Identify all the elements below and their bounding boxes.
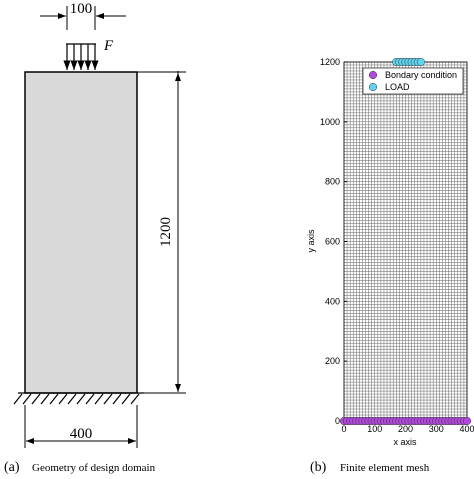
hatch-line: [76, 393, 86, 405]
y-tick-label: 400: [325, 296, 340, 306]
node-marker: [416, 57, 425, 67]
dimension-label: 100: [70, 1, 93, 17]
y-tick-label: 200: [325, 356, 340, 366]
y-tick-label: 800: [325, 177, 340, 187]
legend-label: LOAD: [385, 82, 410, 92]
legend-label: Bondary condition: [385, 70, 457, 80]
top-dimension: [40, 6, 126, 30]
mesh-chart: x axis y axis (b) Finite element mesh 0 1…: [306, 57, 474, 475]
legend-marker: [368, 70, 378, 80]
y-tick-label: 1200: [320, 57, 340, 67]
node-marker: [462, 416, 472, 426]
panel-label: (b): [310, 460, 327, 475]
x-tick-label: 0: [341, 424, 346, 434]
geometry-panel: F 100 1200 400 (a) Geometry of design do…: [4, 1, 186, 475]
legend-box: [362, 67, 464, 95]
y-tick-label: 600: [325, 237, 340, 247]
x-tick-label: 400: [459, 424, 474, 434]
hatch-line: [49, 393, 59, 405]
caption: Geometry of design domain: [32, 462, 156, 474]
y-axis-label: y axis: [306, 229, 316, 253]
fixed-support: [13, 392, 144, 405]
hatch-line: [103, 393, 113, 405]
y-tick-label: 0: [335, 416, 340, 426]
hatch-line: [58, 393, 68, 405]
caption: Finite element mesh: [340, 462, 430, 474]
x-tick-label: 300: [429, 424, 444, 434]
panel-label: (a): [4, 460, 20, 475]
design-domain: [24, 71, 138, 394]
x-tick-label: 200: [398, 424, 413, 434]
hatch-line: [22, 393, 32, 405]
hatch-line: [130, 393, 140, 405]
y-tick-label: 1000: [320, 117, 340, 127]
bottom-dimension: [24, 405, 138, 448]
x-axis-label: x axis: [393, 437, 417, 447]
dimension-label: 400: [70, 426, 93, 442]
hatch-line: [85, 393, 95, 405]
hatch-line: [40, 393, 50, 405]
load-arrows: [63, 43, 99, 70]
legend-marker: [368, 82, 378, 92]
hatch-line: [13, 393, 23, 405]
hatch-line: [94, 393, 104, 405]
right-dimension: [137, 71, 186, 394]
hatch-line: [67, 393, 77, 405]
dimension-label: 1200: [158, 217, 174, 247]
load-label: F: [103, 38, 114, 54]
hatch-line: [112, 393, 122, 405]
x-tick-label: 100: [367, 424, 382, 434]
hatch-line: [121, 393, 131, 405]
mesh: [343, 61, 468, 422]
hatch-line: [31, 393, 41, 405]
